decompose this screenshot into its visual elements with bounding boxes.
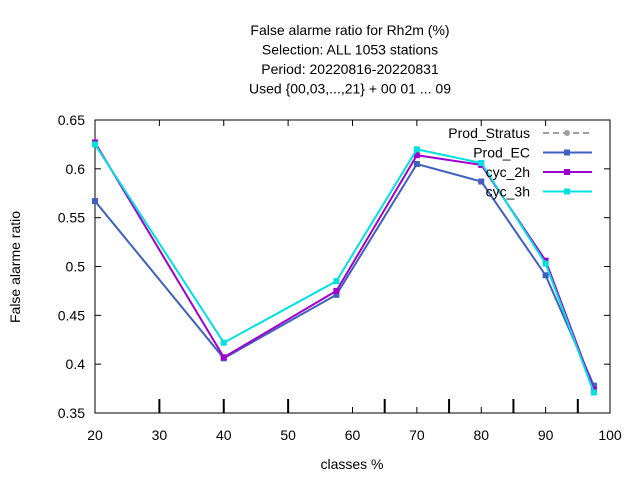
data-point xyxy=(413,152,420,159)
data-point xyxy=(413,160,420,167)
x-tick-label: 90 xyxy=(538,427,554,443)
x-tick-label: 50 xyxy=(280,427,296,443)
data-point xyxy=(333,278,340,285)
chart-title: False alarme ratio for Rh2m (%) Selection… xyxy=(249,22,451,97)
legend-label: cyc_2h xyxy=(486,164,530,180)
series-cyc_3h xyxy=(92,141,597,396)
data-point xyxy=(220,339,227,346)
x-tick-label: 60 xyxy=(345,427,361,443)
y-tick-label: 0.6 xyxy=(66,161,86,177)
x-axis: 20 30 40 50 60 70 80 90 100 xyxy=(87,120,622,443)
data-point xyxy=(92,198,98,205)
data-point xyxy=(333,287,340,294)
y-axis-label: False alarme ratio xyxy=(7,211,23,323)
plot-frame xyxy=(94,119,611,414)
bottom-marks xyxy=(158,399,579,413)
title-line: Selection: ALL 1053 stations xyxy=(262,42,438,58)
x-tick-label: 100 xyxy=(598,427,622,443)
legend-label: cyc_3h xyxy=(486,184,530,200)
legend-marker xyxy=(564,149,570,156)
y-tick-label: 0.5 xyxy=(66,259,86,275)
y-tick-label: 0.45 xyxy=(58,307,85,323)
data-point xyxy=(413,146,420,153)
data-point xyxy=(542,272,549,279)
y-axis: 0.35 0.4 0.45 0.5 0.55 0.6 0.65 xyxy=(58,112,610,421)
title-line: Period: 20220816-20220831 xyxy=(261,61,439,77)
y-tick-label: 0.35 xyxy=(58,405,85,421)
x-tick-label: 20 xyxy=(87,427,103,443)
x-tick-label: 40 xyxy=(216,427,232,443)
series-group xyxy=(92,139,597,396)
legend-marker xyxy=(564,169,570,175)
legend-label: Prod_Stratus xyxy=(448,125,530,141)
x-tick-label: 80 xyxy=(473,427,489,443)
legend-label: Prod_EC xyxy=(473,145,530,161)
x-tick-label: 30 xyxy=(152,427,168,443)
data-point xyxy=(590,389,597,396)
data-point xyxy=(92,141,98,148)
y-tick-label: 0.4 xyxy=(66,356,86,372)
x-axis-label: classes % xyxy=(320,456,383,472)
y-tick-label: 0.65 xyxy=(58,112,85,128)
x-tick-label: 70 xyxy=(409,427,425,443)
title-line: Used {00,03,...,21} + 00 01 ... 09 xyxy=(249,81,451,97)
data-point xyxy=(542,260,549,267)
legend: Prod_Stratus Prod_EC cyc_2h cyc_3h xyxy=(448,125,592,200)
legend-marker xyxy=(564,130,570,136)
data-point xyxy=(478,159,485,166)
data-point xyxy=(333,291,340,298)
data-point xyxy=(220,354,227,361)
data-point xyxy=(590,382,597,389)
y-tick-label: 0.55 xyxy=(58,210,85,226)
title-line: False alarme ratio for Rh2m (%) xyxy=(250,22,449,38)
legend-marker xyxy=(564,188,570,195)
data-point xyxy=(478,178,485,185)
